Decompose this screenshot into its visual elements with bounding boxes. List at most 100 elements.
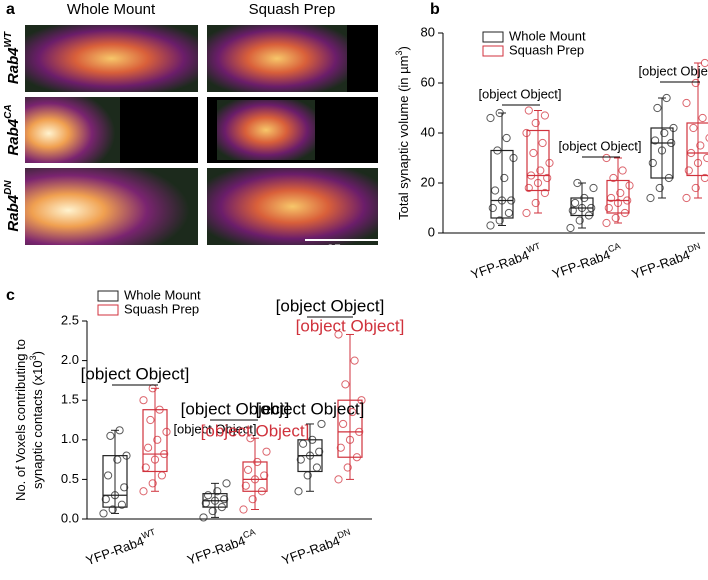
data-point	[208, 506, 217, 516]
row-label-prefix: Rab4	[5, 47, 22, 84]
x-tick-label-prefix: YFP-Rab4	[550, 247, 612, 282]
data-point	[244, 465, 253, 474]
micrograph	[217, 100, 315, 160]
y-axis-label-sup: 3	[394, 51, 404, 56]
micrograph	[207, 25, 347, 92]
y-tick-label: 0.0	[61, 510, 79, 525]
data-point	[241, 481, 250, 490]
data-point	[700, 58, 708, 68]
data-point	[504, 208, 513, 218]
x-tick-label-sup: DN	[686, 241, 702, 255]
significance-label: [object Object]	[638, 63, 708, 78]
data-point	[651, 136, 660, 145]
data-point	[646, 193, 655, 203]
box	[526, 129, 550, 192]
legend-label: Squash Prep	[124, 301, 199, 316]
data-point	[660, 128, 669, 138]
data-point	[213, 487, 222, 496]
data-point	[495, 108, 504, 118]
y-tick-label: 0	[428, 224, 435, 239]
y-axis-label-text: Total synaptic volume (in µm	[396, 56, 411, 220]
data-point	[153, 435, 162, 444]
y-tick-label: 1.0	[61, 431, 79, 446]
box	[686, 122, 708, 177]
data-point	[352, 453, 361, 462]
data-point	[696, 141, 705, 150]
data-point	[162, 427, 171, 436]
data-point	[705, 134, 708, 142]
data-point	[104, 471, 113, 480]
data-point	[108, 505, 117, 514]
legend-label: Squash Prep	[509, 42, 584, 57]
data-point	[669, 123, 678, 133]
data-point	[700, 173, 708, 183]
data-point	[602, 218, 611, 228]
data-point	[308, 435, 317, 444]
x-tick-label: YFP-Rab4DN	[629, 241, 704, 282]
y-tick-label: 2.5	[61, 312, 79, 327]
data-point	[687, 148, 696, 158]
data-point	[139, 487, 148, 496]
data-point	[613, 198, 623, 208]
data-point	[571, 198, 580, 208]
significance-label: [object Object]	[81, 364, 190, 383]
data-point	[305, 451, 315, 460]
data-point	[345, 435, 355, 444]
x-tick-label: YFP-Rab4CA	[185, 527, 260, 568]
data-point	[350, 356, 359, 365]
data-point	[502, 133, 511, 143]
data-point	[691, 183, 700, 193]
data-point	[262, 447, 271, 456]
data-point	[538, 138, 547, 148]
y-tick-label: 0.5	[61, 471, 79, 486]
legend-swatch	[97, 290, 119, 302]
data-point	[607, 193, 616, 203]
data-point	[491, 186, 500, 195]
significance-label: [object Object]	[173, 421, 256, 436]
micrograph	[25, 25, 198, 92]
data-point	[616, 188, 625, 198]
data-point	[524, 183, 533, 193]
data-point	[493, 146, 502, 155]
data-point	[204, 491, 213, 500]
data-point	[698, 113, 707, 123]
data-point	[536, 166, 545, 175]
x-tick-label-sup: WT	[525, 241, 542, 255]
y-tick-label: 40	[421, 124, 435, 139]
data-point	[201, 499, 210, 508]
data-point	[602, 153, 611, 163]
data-point	[682, 98, 691, 108]
data-point	[604, 203, 613, 213]
y-tick-label: 80	[421, 24, 435, 39]
data-point	[625, 181, 634, 190]
y-tick-label: 20	[421, 174, 435, 189]
data-point	[343, 463, 352, 472]
data-point	[657, 146, 667, 155]
data-point	[664, 173, 674, 183]
data-point	[239, 505, 248, 514]
row-label-prefix: Rab4	[5, 118, 22, 155]
data-point	[495, 216, 504, 225]
panel-label: c	[6, 287, 15, 304]
x-tick-label-prefix: YFP-Rab4	[84, 534, 146, 569]
data-point	[148, 479, 157, 488]
data-point	[146, 415, 155, 425]
data-point	[106, 431, 115, 440]
data-point	[584, 211, 594, 220]
data-point	[122, 451, 131, 460]
micrograph	[25, 97, 120, 163]
micrograph	[25, 168, 198, 245]
significance-label: [object Object]	[558, 138, 641, 153]
data-point	[486, 113, 495, 123]
box	[606, 179, 630, 214]
y-axis-label-end: )	[30, 351, 45, 355]
legend-label: Whole Mount	[124, 287, 201, 302]
data-point	[575, 216, 584, 225]
data-point	[566, 223, 575, 233]
panel-label: a	[6, 1, 15, 18]
row-label-sup: DN	[3, 180, 14, 195]
data-point	[150, 455, 160, 464]
data-point	[250, 475, 260, 484]
row-label: Rab4WT	[3, 31, 22, 84]
